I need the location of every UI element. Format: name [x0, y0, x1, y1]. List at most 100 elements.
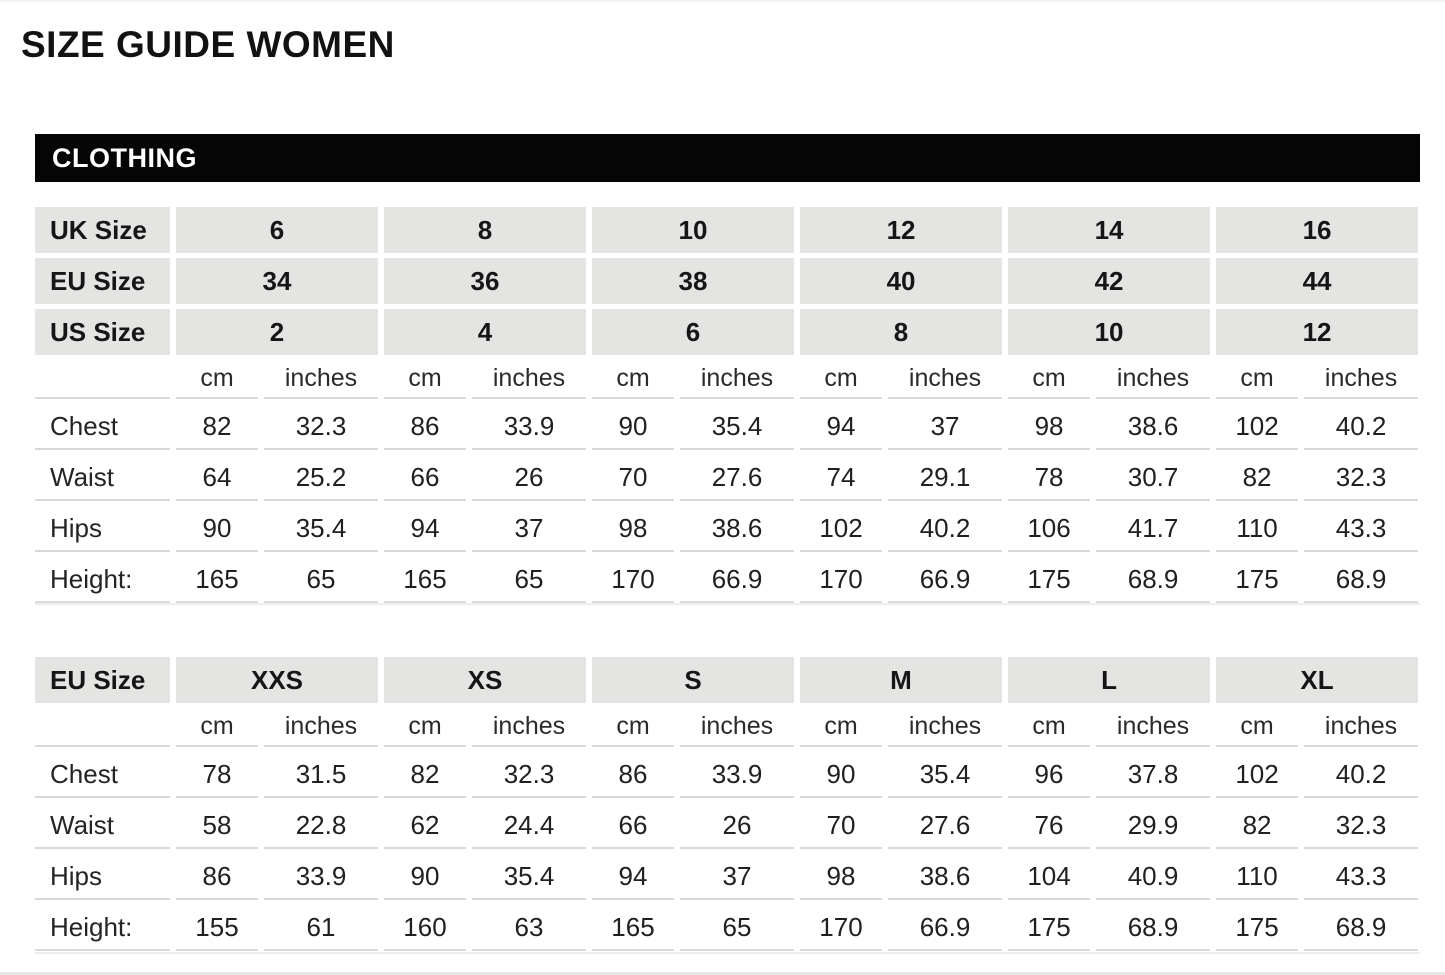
size-value-cell: 44 [1216, 258, 1419, 304]
cm-value-cell: 165 [176, 557, 258, 603]
cm-value-cell: 94 [384, 506, 466, 552]
cm-value-cell: 175 [1216, 557, 1299, 603]
size-system-label: UK Size [35, 207, 170, 253]
measurement-label: Chest [35, 404, 170, 450]
inches-value-cell: 37 [472, 506, 586, 552]
cm-unit-header: cm [592, 708, 674, 747]
measurement-label: Hips [35, 854, 170, 900]
cm-unit-header: cm [176, 360, 258, 399]
cm-unit-header: cm [592, 360, 674, 399]
cm-value-cell: 165 [592, 905, 674, 951]
inches-value-cell: 32.3 [264, 404, 378, 450]
cm-value-cell: 86 [384, 404, 466, 450]
cm-value-cell: 90 [800, 752, 882, 798]
measurement-row: Waist 64 25.2 66 26 70 27.6 74 29.1 78 30.7 82 32.3 [35, 455, 1419, 501]
size-system-label: EU Size [35, 657, 170, 703]
inches-value-cell: 43.3 [1304, 854, 1419, 900]
cm-value-cell: 90 [592, 404, 674, 450]
inches-value-cell: 40.2 [1304, 752, 1419, 798]
cm-value-cell: 94 [800, 404, 883, 450]
cm-value-cell: 175 [1008, 905, 1091, 951]
inches-value-cell: 32.3 [472, 752, 586, 798]
measurement-row: Hips 90 35.4 94 37 98 38.6 102 40.2 106 41.7 110 43.… [35, 506, 1419, 552]
inches-value-cell: 32.3 [1304, 455, 1419, 501]
unit-header-row: cm inches cm inches cm inches cm inches cm inches… [35, 360, 1419, 399]
inches-unit-header: inches [888, 360, 1003, 399]
cm-unit-header: cm [1008, 360, 1091, 399]
measurement-row: Waist 58 22.8 62 24.4 66 26 70 27.6 76 29.9 82 32.3 [35, 803, 1419, 849]
inches-value-cell: 33.9 [472, 404, 586, 450]
inches-value-cell: 29.9 [1096, 803, 1211, 849]
cm-value-cell: 82 [176, 404, 258, 450]
inches-value-cell: 40.2 [888, 506, 1003, 552]
cm-value-cell: 165 [384, 557, 466, 603]
cm-value-cell: 82 [1216, 455, 1299, 501]
inches-value-cell: 35.4 [264, 506, 378, 552]
inches-unit-header: inches [472, 708, 586, 747]
inches-value-cell: 35.4 [472, 854, 586, 900]
cm-value-cell: 102 [1216, 404, 1299, 450]
inches-value-cell: 26 [472, 455, 586, 501]
size-value-cell: 2 [176, 309, 378, 355]
cm-value-cell: 90 [384, 854, 466, 900]
size-system-label: US Size [35, 309, 170, 355]
measurement-label: Waist [35, 455, 170, 501]
inches-value-cell: 63 [472, 905, 586, 951]
size-table-letter-sizes: EU Size XXS XS S M L XL cm inches cm inches cm inche… [29, 652, 1424, 956]
cm-value-cell: 102 [1216, 752, 1299, 798]
cm-value-cell: 155 [176, 905, 258, 951]
inches-value-cell: 30.7 [1096, 455, 1211, 501]
cm-unit-header: cm [1216, 708, 1299, 747]
measurement-row: Chest 78 31.5 82 32.3 86 33.9 90 35.4 96 37.8 102 40… [35, 752, 1419, 798]
table-divider-line [35, 603, 1420, 605]
inches-value-cell: 65 [680, 905, 794, 951]
size-value-cell: 12 [1216, 309, 1419, 355]
inches-value-cell: 35.4 [888, 752, 1003, 798]
size-value-cell: 10 [592, 207, 795, 253]
measurement-label: Hips [35, 506, 170, 552]
inches-value-cell: 33.9 [680, 752, 794, 798]
inches-value-cell: 32.3 [1304, 803, 1419, 849]
size-value-cell: 10 [1008, 309, 1211, 355]
size-value-cell: 42 [1008, 258, 1211, 304]
measurement-row: Chest 82 32.3 86 33.9 90 35.4 94 37 98 38.6 102 40.2 [35, 404, 1419, 450]
inches-value-cell: 31.5 [264, 752, 378, 798]
cm-value-cell: 98 [800, 854, 882, 900]
cm-value-cell: 86 [176, 854, 258, 900]
cm-value-cell: 76 [1008, 803, 1091, 849]
cm-value-cell: 110 [1216, 854, 1299, 900]
cm-unit-header: cm [1008, 708, 1091, 747]
size-header-row: EU Size XXS XS S M L XL [35, 657, 1419, 703]
unit-header-row: cm inches cm inches cm inches cm inches cm inches… [35, 708, 1419, 747]
cm-value-cell: 175 [1008, 557, 1091, 603]
inches-value-cell: 27.6 [888, 803, 1003, 849]
size-value-cell: 12 [800, 207, 1003, 253]
inches-unit-header: inches [1096, 708, 1211, 747]
cm-value-cell: 175 [1216, 905, 1299, 951]
inches-value-cell: 29.1 [888, 455, 1003, 501]
cm-unit-header: cm [1216, 360, 1299, 399]
size-value-cell: 38 [592, 258, 795, 304]
cm-value-cell: 64 [176, 455, 258, 501]
size-value-cell: 16 [1216, 207, 1419, 253]
size-value-cell: L [1008, 657, 1211, 703]
size-value-cell: 8 [384, 207, 586, 253]
cm-value-cell: 106 [1008, 506, 1091, 552]
inches-value-cell: 66.9 [888, 905, 1003, 951]
cm-unit-header: cm [800, 708, 882, 747]
cm-value-cell: 66 [384, 455, 466, 501]
size-value-cell: S [592, 657, 794, 703]
inches-value-cell: 33.9 [264, 854, 378, 900]
inches-value-cell: 22.8 [264, 803, 378, 849]
inches-value-cell: 61 [264, 905, 378, 951]
size-value-cell: XS [384, 657, 586, 703]
size-value-cell: 34 [176, 258, 378, 304]
table-divider-line [35, 952, 1420, 954]
measurement-row: Hips 86 33.9 90 35.4 94 37 98 38.6 104 40.9 110 43.3 [35, 854, 1419, 900]
page-title: SIZE GUIDE WOMEN [21, 24, 395, 65]
size-value-cell: XL [1216, 657, 1419, 703]
inches-value-cell: 65 [264, 557, 378, 603]
cm-value-cell: 62 [384, 803, 466, 849]
cm-value-cell: 110 [1216, 506, 1299, 552]
